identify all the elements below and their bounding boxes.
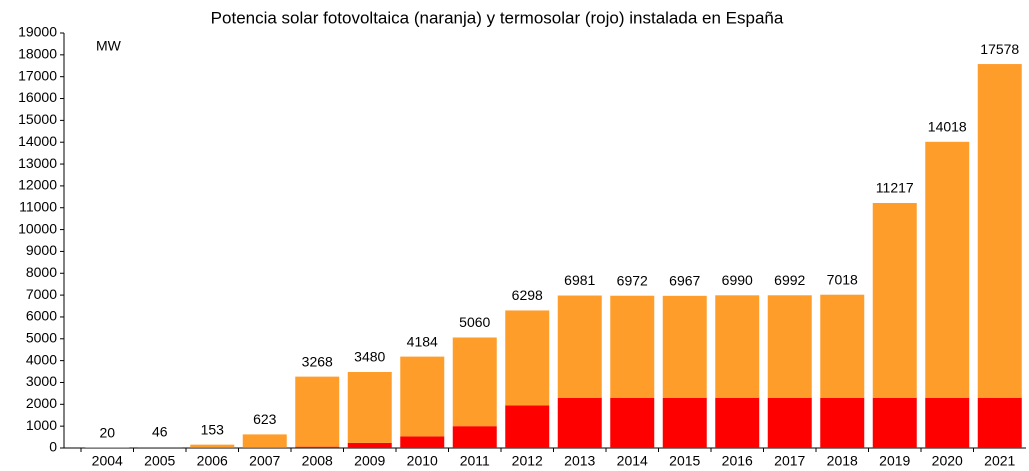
- x-tick-label: 2020: [932, 453, 963, 469]
- total-label: 20: [99, 424, 115, 440]
- x-tick-label: 2015: [669, 453, 700, 469]
- y-tick-label: 16000: [18, 89, 57, 105]
- bar-segment: [820, 397, 865, 448]
- bar-segment: [347, 442, 392, 448]
- x-tick-label: 2008: [302, 453, 333, 469]
- y-tick-label: 17000: [18, 67, 57, 83]
- bar-segment: [662, 295, 707, 398]
- total-label: 7018: [827, 271, 858, 287]
- y-tick-label: 12000: [18, 177, 57, 193]
- total-label: 5060: [459, 314, 490, 330]
- total-label: 6972: [617, 272, 648, 288]
- y-tick-label: 0: [49, 439, 57, 455]
- total-label: 623: [253, 411, 277, 427]
- x-tick-label: 2009: [354, 453, 385, 469]
- chart-title: Potencia solar fotovoltaica (naranja) y …: [211, 8, 784, 27]
- total-label: 6992: [774, 272, 805, 288]
- x-tick-label: 2007: [249, 453, 280, 469]
- x-tick-label: 2019: [879, 453, 910, 469]
- bar-segment: [347, 371, 392, 443]
- y-tick-label: 15000: [18, 111, 57, 127]
- y-tick-label: 6000: [26, 308, 57, 324]
- total-label: 6990: [722, 272, 753, 288]
- total-label: 3268: [302, 353, 333, 369]
- y-tick-label: 13000: [18, 155, 57, 171]
- bar-segment: [452, 426, 497, 448]
- bar-segment: [767, 295, 812, 398]
- bar-segment: [505, 405, 550, 448]
- total-label: 11217: [876, 180, 914, 196]
- y-tick-label: 1000: [26, 417, 57, 433]
- total-label: 4184: [407, 333, 438, 349]
- y-tick-label: 10000: [18, 220, 57, 236]
- bar-segment: [400, 436, 445, 448]
- bar-segment: [715, 397, 760, 448]
- total-label: 6298: [512, 287, 543, 303]
- total-label: 6967: [669, 273, 700, 289]
- total-label: 46: [152, 424, 168, 440]
- y-tick-label: 4000: [26, 351, 57, 367]
- bar-segment: [190, 444, 235, 448]
- total-label: 14018: [928, 119, 967, 135]
- total-label: 6981: [564, 272, 595, 288]
- bar-segment: [977, 64, 1022, 398]
- total-label: 17578: [980, 41, 1019, 57]
- bar-segment: [872, 202, 917, 398]
- x-tick-label: 2018: [827, 453, 858, 469]
- y-tick-label: 19000: [18, 24, 57, 40]
- x-tick-label: 2016: [722, 453, 753, 469]
- x-tick-label: 2021: [984, 453, 1015, 469]
- y-tick-label: 3000: [26, 373, 57, 389]
- bar-segment: [137, 446, 182, 448]
- y-tick-label: 5000: [26, 329, 57, 345]
- x-tick-label: 2010: [407, 453, 438, 469]
- y-axis-unit: MW: [96, 38, 122, 54]
- x-tick-label: 2017: [774, 453, 805, 469]
- total-label: 153: [201, 421, 225, 437]
- x-tick-label: 2006: [197, 453, 228, 469]
- x-tick-label: 2004: [92, 453, 123, 469]
- x-tick-label: 2012: [512, 453, 543, 469]
- y-tick-label: 14000: [18, 133, 57, 149]
- y-tick-label: 11000: [19, 198, 57, 214]
- bar-segment: [977, 397, 1022, 448]
- y-tick-label: 7000: [26, 286, 57, 302]
- y-tick-label: 2000: [26, 395, 57, 411]
- bar-segment: [505, 310, 550, 406]
- x-tick-label: 2011: [460, 453, 490, 469]
- x-tick-label: 2005: [144, 453, 175, 469]
- y-tick-label: 9000: [26, 242, 57, 258]
- y-tick-label: 8000: [26, 264, 57, 280]
- bar-segment: [610, 397, 655, 448]
- bar-segment: [925, 141, 970, 398]
- bar-segment: [452, 337, 497, 427]
- x-tick-label: 2013: [564, 453, 595, 469]
- bar-segment: [820, 294, 865, 398]
- y-tick-label: 18000: [18, 46, 57, 62]
- total-label: 3480: [354, 349, 385, 365]
- bar-segment: [557, 397, 602, 448]
- bar-segment: [767, 397, 812, 448]
- bar-segment: [872, 397, 917, 448]
- bar-segment: [242, 434, 287, 448]
- bar-segment: [295, 446, 340, 448]
- x-tick-label: 2014: [617, 453, 648, 469]
- bar-segment: [610, 295, 655, 398]
- bar-segment: [925, 397, 970, 448]
- bar-segment: [295, 376, 340, 447]
- bar-segment: [662, 397, 707, 448]
- bar-segment: [400, 356, 445, 437]
- bar-segment: [715, 295, 760, 398]
- bar-segment: [557, 295, 602, 398]
